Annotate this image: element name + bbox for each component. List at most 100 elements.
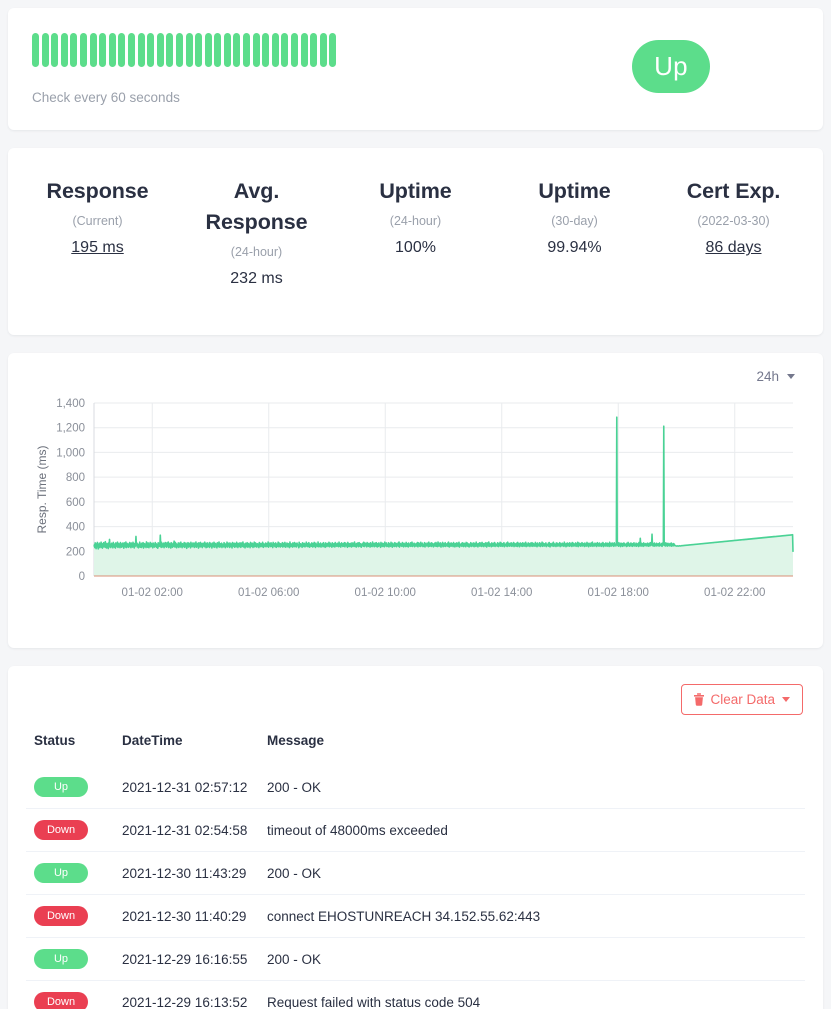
stat-value[interactable]: 86 days bbox=[705, 239, 762, 257]
status-badge-label: Up bbox=[654, 51, 688, 81]
events-table-head: Status DateTime Message bbox=[26, 727, 805, 766]
status-badge: Up bbox=[34, 863, 88, 883]
heartbeat-beat[interactable] bbox=[310, 33, 318, 67]
heartbeat-beat[interactable] bbox=[262, 33, 270, 67]
y-tick-label: 1,400 bbox=[56, 398, 85, 410]
heartbeat-beat[interactable] bbox=[271, 33, 279, 67]
events-header-row: Status DateTime Message bbox=[26, 727, 805, 766]
clear-data-label: Clear Data bbox=[710, 692, 775, 707]
cell-status: Up bbox=[26, 937, 114, 981]
events-table: Status DateTime Message Up 2021-12-31 02:… bbox=[26, 727, 805, 1009]
cell-datetime: 2021-12-29 16:16:55 bbox=[114, 937, 259, 981]
cell-status: Down bbox=[26, 894, 114, 938]
heartbeat-beat[interactable] bbox=[32, 33, 39, 67]
stat-subtitle: (30-day) bbox=[551, 214, 598, 229]
heartbeat-beat[interactable] bbox=[185, 33, 193, 67]
heartbeat-beat[interactable] bbox=[204, 33, 212, 67]
x-tick-label: 01-02 18:00 bbox=[588, 587, 649, 599]
stat-1: Response (Current) 195 ms bbox=[18, 176, 177, 288]
x-tick-label: 01-02 22:00 bbox=[704, 587, 765, 599]
stats-row: Response (Current) 195 ms Avg. Response (24-… bbox=[18, 176, 813, 288]
stat-subtitle: (24-hour) bbox=[389, 214, 442, 229]
events-card: Clear Data Status DateTime Message Up 202… bbox=[8, 666, 823, 1009]
column-header-message: Message bbox=[267, 733, 325, 748]
heartbeat-beat[interactable] bbox=[223, 33, 231, 67]
stat-4: Uptime (30-day) 99.94% bbox=[495, 176, 654, 288]
stat-subtitle: (Current) bbox=[72, 214, 123, 229]
heartbeat-beat[interactable] bbox=[127, 33, 135, 67]
stat-subtitle: (2022-03-30) bbox=[697, 214, 770, 229]
table-row: Up 2021-12-31 02:57:12 200 - OK bbox=[26, 766, 805, 809]
column-header-status: Status bbox=[34, 733, 76, 748]
stat-title: Response bbox=[46, 179, 149, 203]
heartbeat-beat[interactable] bbox=[137, 33, 145, 67]
heartbeat-beat[interactable] bbox=[70, 33, 78, 67]
heartbeat-beat[interactable] bbox=[156, 33, 164, 67]
stat-value[interactable]: 195 ms bbox=[71, 239, 124, 257]
stat-value: 100% bbox=[395, 239, 436, 257]
clear-data-button[interactable]: Clear Data bbox=[681, 684, 803, 715]
stat-title: Cert Exp. bbox=[686, 179, 781, 203]
chart-card: 24h 0 200 400 600 800 1,000 1,200 1,400 01-02 02… bbox=[8, 353, 823, 648]
y-tick-label: 600 bbox=[66, 497, 85, 509]
heartbeat-beat[interactable] bbox=[291, 33, 299, 67]
heartbeat-beat[interactable] bbox=[175, 33, 183, 67]
cell-status: Up bbox=[26, 851, 114, 895]
heartbeat-beat[interactable] bbox=[319, 33, 327, 67]
cell-datetime: 2021-12-31 02:57:12 bbox=[122, 779, 248, 795]
y-tick-label: 1,000 bbox=[56, 447, 85, 459]
heartbeat-row bbox=[32, 30, 799, 70]
response-time-chart[interactable]: 0 200 400 600 800 1,000 1,200 1,400 01-02 02:00 0… bbox=[26, 397, 805, 612]
heartbeat-beat[interactable] bbox=[166, 33, 174, 67]
chart-svg: 0 200 400 600 800 1,000 1,200 1,400 01-02 02:00 0… bbox=[35, 398, 794, 599]
heartbeat-beat[interactable] bbox=[118, 33, 126, 67]
table-row: Up 2021-12-30 11:43:29 200 - OK bbox=[26, 851, 805, 895]
cell-datetime: 2021-12-30 11:43:29 bbox=[114, 851, 259, 895]
trash-icon bbox=[694, 693, 705, 706]
chevron-down-icon bbox=[782, 697, 790, 702]
heartbeat-card: Up Check every 60 seconds bbox=[8, 8, 823, 130]
heartbeat-beat[interactable] bbox=[89, 33, 97, 67]
heartbeat-beat[interactable] bbox=[233, 33, 241, 67]
cell-message: Request failed with status code 504 bbox=[259, 980, 805, 1009]
heartbeat-bar[interactable] bbox=[32, 30, 337, 70]
y-axis-title: Resp. Time (ms) bbox=[35, 445, 49, 533]
heartbeat-beat[interactable] bbox=[99, 33, 107, 67]
stat-value: 232 ms bbox=[230, 270, 283, 288]
stat-2: Avg. Response (24-hour) 232 ms bbox=[177, 176, 336, 288]
chart-range-select[interactable]: 24h bbox=[756, 369, 795, 384]
status-badge: Down bbox=[34, 992, 88, 1009]
stat-5: Cert Exp. (2022-03-30) 86 days bbox=[654, 176, 813, 288]
heartbeat-beat[interactable] bbox=[147, 33, 155, 67]
cell-status: Down bbox=[26, 808, 114, 852]
y-tick-label: 0 bbox=[79, 571, 85, 583]
heartbeat-beat[interactable] bbox=[79, 33, 87, 67]
cell-datetime: 2021-12-30 11:40:29 bbox=[114, 894, 259, 938]
heartbeat-beat[interactable] bbox=[252, 33, 260, 67]
cell-status: Down bbox=[26, 980, 114, 1009]
x-tick-label: 01-02 14:00 bbox=[471, 587, 532, 599]
stat-3: Uptime (24-hour) 100% bbox=[336, 176, 495, 288]
x-tick-label: 01-02 06:00 bbox=[238, 587, 299, 599]
x-tick-label: 01-02 02:00 bbox=[122, 587, 183, 599]
x-tick-label: 01-02 10:00 bbox=[355, 587, 416, 599]
heartbeat-beat[interactable] bbox=[329, 33, 337, 67]
heartbeat-beat[interactable] bbox=[243, 33, 251, 67]
y-tick-label: 800 bbox=[66, 472, 85, 484]
status-badge: Up bbox=[34, 777, 88, 797]
heartbeat-beat[interactable] bbox=[60, 33, 68, 67]
stat-subtitle: (24-hour) bbox=[230, 245, 283, 260]
chart-line bbox=[93, 416, 794, 552]
heartbeat-beat[interactable] bbox=[281, 33, 289, 67]
cell-datetime: 2021-12-29 16:13:52 bbox=[114, 980, 259, 1009]
heartbeat-beat[interactable] bbox=[51, 33, 59, 67]
cell-message: connect EHOSTUNREACH 34.152.55.62:443 bbox=[259, 894, 805, 938]
table-row: Down 2021-12-30 11:40:29 connect EHOSTUNRE… bbox=[26, 894, 805, 938]
cell-message: timeout of 48000ms exceeded bbox=[259, 808, 805, 852]
heartbeat-beat[interactable] bbox=[41, 33, 49, 67]
heartbeat-beat[interactable] bbox=[195, 33, 203, 67]
heartbeat-beat[interactable] bbox=[300, 33, 308, 67]
heartbeat-beat[interactable] bbox=[214, 33, 222, 67]
heartbeat-beat[interactable] bbox=[108, 33, 116, 67]
